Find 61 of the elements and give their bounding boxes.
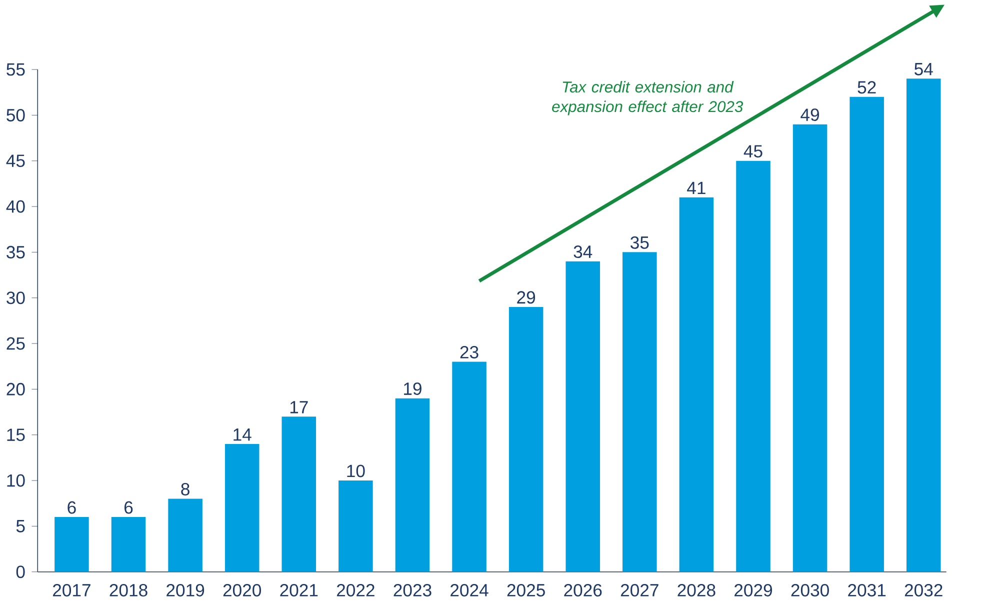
x-tick-label: 2018: [110, 584, 148, 596]
data-label: 29: [517, 290, 536, 304]
y-tick-label: 55: [6, 63, 25, 76]
data-label: 19: [404, 382, 422, 395]
x-tick-label: 2021: [280, 584, 318, 596]
data-label: 6: [68, 501, 76, 514]
data-label: 6: [124, 501, 133, 514]
data-label: 23: [460, 346, 478, 358]
y-tick-label: 0: [16, 565, 25, 578]
bar: [338, 480, 373, 572]
x-tick-label: 2028: [678, 584, 716, 596]
y-tick-label: 30: [6, 291, 25, 304]
bar: [282, 416, 316, 572]
y-tick-label: 15: [7, 428, 25, 441]
x-tick-label: 2024: [450, 584, 488, 596]
x-tick-label: 2017: [53, 584, 90, 596]
y-tick-label: 50: [6, 108, 25, 122]
data-label: 34: [574, 245, 592, 258]
data-label: 35: [630, 236, 649, 249]
data-label: 14: [234, 428, 252, 440]
bar: [792, 124, 828, 572]
annotation: Tax credit extension and expansion effect after 2023: [552, 80, 744, 116]
x-tick-label: 2022: [336, 584, 374, 596]
bar: [54, 516, 89, 572]
data-label: 41: [687, 182, 706, 194]
y-tick-label: 10: [7, 474, 25, 487]
bar: [906, 78, 941, 572]
bar: [679, 197, 714, 572]
data-label: 49: [800, 108, 820, 121]
data-label: 10: [347, 464, 365, 478]
bar: [224, 444, 260, 572]
bar: [850, 96, 884, 572]
x-tick-label: 2029: [734, 584, 772, 596]
bar: [452, 362, 486, 572]
y-tick-label: 20: [6, 382, 25, 396]
x-tick-label: 2020: [223, 584, 262, 596]
bar: [168, 498, 202, 572]
bar: [566, 261, 600, 572]
data-label: 52: [858, 80, 876, 94]
data-label: 54: [914, 62, 933, 76]
data-label: 45: [744, 145, 762, 158]
y-tick-label: 40: [6, 200, 25, 213]
bar: [111, 516, 146, 572]
x-tick-label: 2027: [620, 584, 658, 596]
y-tick-label: 35: [6, 246, 25, 258]
bar: [395, 398, 430, 572]
y-tick-label: 45: [6, 154, 25, 167]
x-tick-label: 2019: [166, 584, 204, 596]
y-tick-label: 5: [16, 520, 25, 532]
bar: [508, 306, 544, 572]
x-tick-label: 2023: [394, 584, 432, 596]
bar: [622, 252, 657, 572]
data-label: 17: [290, 400, 308, 414]
x-tick-label: 2032: [904, 584, 942, 596]
data-label: 8: [181, 482, 190, 496]
x-tick-label: 2025: [507, 584, 545, 596]
x-tick-label: 2031: [848, 584, 886, 596]
x-tick-label: 2030: [791, 584, 829, 596]
bar: [736, 160, 770, 572]
x-tick-label: 2026: [564, 584, 602, 596]
y-tick-label: 25: [6, 337, 25, 350]
